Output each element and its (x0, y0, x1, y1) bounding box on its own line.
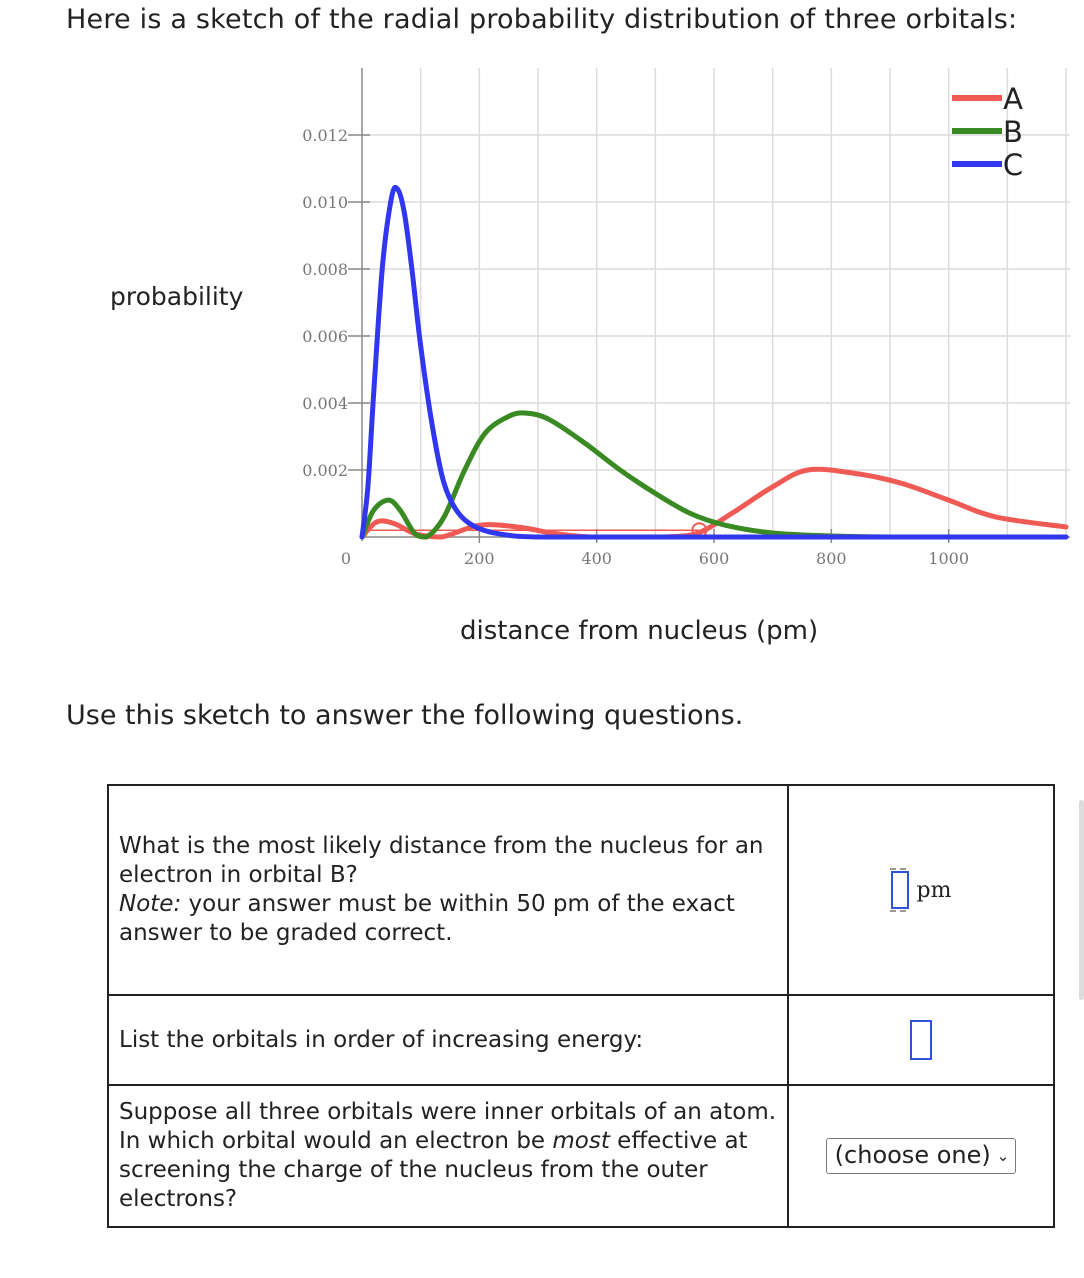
y-tick-label: 0.012 (302, 126, 348, 145)
x-tick-label: 600 (699, 549, 730, 568)
note-text: your answer must be within 50 pm of the … (119, 891, 735, 946)
orbital-select[interactable]: (choose one) ⌄ (825, 1138, 1017, 1174)
series-lines (359, 184, 1069, 540)
chevron-down-icon: ⌄ (996, 1146, 1010, 1165)
answer-cell (787, 994, 1055, 1086)
legend-label-c: C (1003, 148, 1023, 182)
answer-cell: pm (787, 784, 1055, 996)
legend-label-a: A (1003, 82, 1023, 116)
question-emphasis: most (552, 1128, 610, 1154)
question-text: effective at screening the charge of the… (119, 1128, 748, 1212)
series-c-line (359, 184, 1069, 540)
question-text: Suppose all three orbitals were inner or… (119, 1099, 777, 1154)
series-b-line (359, 410, 1069, 540)
intro-text: Here is a sketch of the radial probabili… (66, 4, 1018, 35)
radial-probability-chart: 0.002 0.004 0.006 0.008 0.010 0.012 0 200 400 600… (302, 68, 1070, 568)
y-axis-label: probability (110, 282, 244, 311)
y-tick-label: 0.002 (302, 461, 348, 480)
y-tick-label: 0.004 (302, 394, 348, 413)
select-value: (choose one) (834, 1141, 991, 1170)
question-cell: List the orbitals in order of increasing… (107, 994, 789, 1086)
question-text: What is the most likely distance from th… (119, 833, 764, 888)
x-tick-label: 1000 (928, 549, 969, 568)
question-table: What is the most likely distance from th… (107, 784, 1055, 1228)
distance-input[interactable] (889, 868, 909, 912)
question-row: What is the most likely distance from th… (107, 784, 1055, 996)
tick-labels: 0.002 0.004 0.006 0.008 0.010 0.012 0 200 400 600… (302, 126, 969, 568)
y-tick-label: 0.010 (302, 193, 348, 212)
grid-lines (362, 68, 1070, 537)
note-label: Note: (119, 891, 182, 917)
legend: ABC (952, 82, 1023, 182)
answer-cell: (choose one) ⌄ (787, 1084, 1055, 1228)
x-tick-label: 400 (581, 549, 612, 568)
order-input[interactable] (910, 1020, 932, 1060)
question-text: List the orbitals in order of increasing… (119, 1026, 644, 1053)
y-tick-label: 0.006 (302, 327, 348, 346)
x-axis-label: distance from nucleus (pm) (460, 616, 819, 646)
legend-label-b: B (1003, 115, 1023, 149)
x-tick-label: 200 (464, 549, 495, 568)
instructions-text: Use this sketch to answer the following … (66, 700, 744, 731)
x-tick-label: 800 (816, 549, 847, 568)
scrollbar[interactable] (1079, 800, 1084, 1000)
x-tick-label: 0 (341, 549, 351, 568)
question-row: Suppose all three orbitals were inner or… (107, 1084, 1055, 1228)
unit-label: pm (916, 877, 952, 903)
question-row: List the orbitals in order of increasing… (107, 994, 1055, 1086)
y-tick-label: 0.008 (302, 260, 348, 279)
question-cell: Suppose all three orbitals were inner or… (107, 1084, 789, 1228)
question-cell: What is the most likely distance from th… (107, 784, 789, 996)
